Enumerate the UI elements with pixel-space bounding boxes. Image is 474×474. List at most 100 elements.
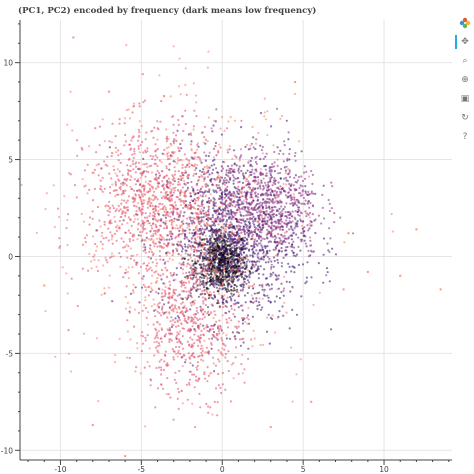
pan-tool-icon[interactable]: ✥ — [455, 35, 472, 49]
scatter-point — [218, 332, 221, 335]
scatter-point — [222, 331, 225, 335]
scatter-point — [275, 274, 278, 278]
scatter-point — [206, 250, 209, 253]
scatter-point — [132, 283, 135, 286]
scatter-point — [97, 400, 100, 403]
scatter-point — [258, 284, 261, 287]
scatter-point — [122, 181, 125, 184]
scatter-point — [133, 102, 136, 105]
scatter-point — [218, 319, 221, 322]
scatter-point — [232, 176, 235, 179]
scatter-point — [277, 274, 280, 277]
scatter-point — [255, 243, 258, 246]
scatter-point — [285, 219, 288, 222]
scatter-point — [115, 229, 118, 232]
scatter-point — [221, 237, 224, 240]
scatter-point — [205, 326, 208, 329]
scatter-point — [213, 296, 217, 299]
scatter-point — [152, 190, 156, 193]
scatter-point — [207, 374, 210, 377]
scatter-point — [292, 251, 295, 254]
scatter-point — [252, 207, 256, 210]
scatter-point — [166, 260, 170, 263]
scatter-point — [219, 386, 222, 389]
bokeh-logo-icon[interactable] — [458, 16, 472, 30]
scatter-point — [202, 168, 205, 171]
scatter-point — [177, 324, 180, 327]
scatter-point — [204, 303, 207, 307]
scatter-point — [243, 220, 246, 223]
scatter-point — [187, 204, 190, 207]
scatter-point — [206, 366, 209, 369]
scatter-point — [294, 222, 297, 225]
scatter-point — [279, 226, 282, 229]
scatter-point — [201, 131, 204, 134]
scatter-point — [276, 164, 279, 167]
scatter-point — [153, 229, 156, 232]
scatter-point — [142, 184, 145, 187]
scatter-point — [328, 209, 331, 213]
scatter-point — [184, 83, 187, 86]
scatter-point — [154, 327, 157, 330]
scatter-point — [192, 313, 196, 316]
scatter-point — [45, 192, 48, 195]
scatter-point — [213, 218, 216, 221]
scatter-point — [211, 216, 214, 219]
scatter-point — [285, 165, 288, 168]
scatter-point — [221, 347, 224, 350]
scatter-point — [226, 240, 229, 243]
scatter-point — [239, 289, 242, 292]
scatter-point — [187, 352, 190, 355]
scatter-point — [279, 228, 282, 231]
scatter-point — [212, 251, 215, 254]
scatter-point — [202, 191, 205, 194]
scatter-point — [219, 284, 222, 287]
scatter-point — [241, 283, 245, 286]
scatter-point — [222, 255, 225, 258]
scatter-point — [146, 216, 149, 219]
scatter-point — [270, 232, 273, 235]
scatter-point — [191, 354, 194, 357]
scatter-point — [155, 148, 159, 151]
scatter-point — [157, 209, 160, 213]
scatter-point — [153, 337, 156, 340]
scatter-point — [227, 369, 230, 373]
scatter-point — [182, 222, 185, 225]
scatter-point — [246, 231, 249, 234]
scatter-point — [290, 199, 293, 202]
scatter-point — [225, 127, 229, 130]
scatter-point — [271, 189, 274, 192]
scatter-point — [268, 205, 271, 208]
scatter-point — [226, 151, 230, 154]
scatter-point — [198, 336, 201, 339]
scatter-point — [240, 257, 243, 260]
scatter-point — [217, 223, 220, 226]
scatter-point — [184, 310, 187, 314]
scatter-point — [229, 234, 232, 237]
scatter-point — [163, 148, 166, 151]
scatter-point — [300, 240, 303, 243]
scatter-point — [246, 218, 249, 221]
scatter-point — [114, 182, 117, 185]
scatter-point — [207, 199, 210, 202]
scatter-point — [123, 205, 126, 208]
scatter-point — [207, 210, 210, 213]
scatter-point — [274, 234, 277, 237]
scatter-point — [196, 246, 200, 249]
scatter-point — [192, 128, 195, 131]
scatter-point — [164, 244, 167, 247]
scatter-point — [178, 229, 181, 232]
scatter-point — [209, 328, 212, 331]
scatter-point — [99, 240, 102, 243]
scatter-point — [272, 265, 275, 268]
scatter-point — [205, 258, 208, 261]
scatter-point — [169, 332, 172, 335]
scatter-point — [291, 249, 294, 252]
box-zoom-tool-icon[interactable]: ⌕ — [458, 54, 472, 68]
scatter-point — [236, 231, 239, 234]
scatter-point — [108, 172, 111, 175]
scatter-point — [260, 210, 263, 213]
scatter-point — [295, 233, 298, 236]
scatter-point — [176, 315, 180, 318]
